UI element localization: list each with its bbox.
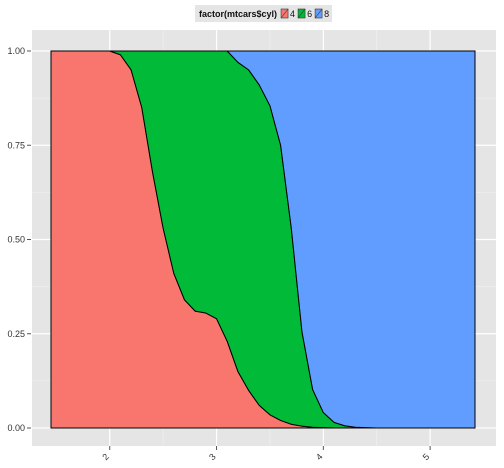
panel-frame [50,50,476,429]
legend-label-8: 8 [324,9,329,19]
y-tick-label: 0.75 [7,140,25,150]
area-series-group [50,50,476,429]
x-tick-label: 4 [314,452,325,463]
y-tick-label: 0.25 [7,329,25,339]
y-tick-label: 0.00 [7,423,25,433]
legend: factor(mtcars$cyl) 4 6 8 [195,5,332,22]
legend-title: factor(mtcars$cyl) [199,9,277,19]
legend-label-6: 6 [307,9,312,19]
y-tick-label: 1.00 [7,46,25,56]
legend-label-4: 4 [290,9,295,19]
x-tick-label: 2 [100,452,111,463]
y-tick-label: 0.50 [7,235,25,245]
legend-swatch-line [280,8,289,19]
legend-swatch-line [297,8,306,19]
x-tick-label: 5 [421,452,432,463]
legend-swatch-line [314,8,323,19]
x-tick-label: 3 [207,452,218,463]
legend-background [195,5,332,22]
x-axis: 2 3 4 5 [100,446,431,462]
y-axis: 0.00 0.25 0.50 0.75 1.00 [7,46,31,433]
